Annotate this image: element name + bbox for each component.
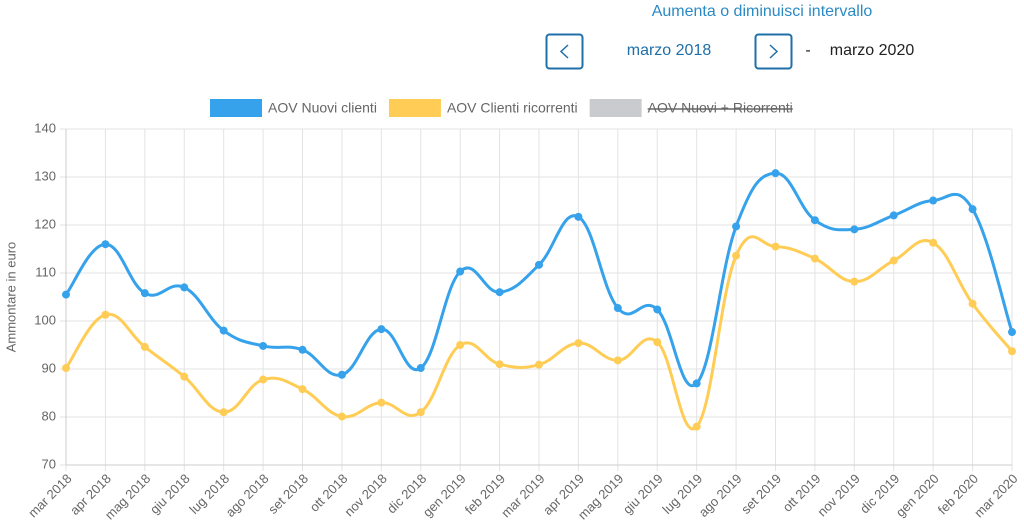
y-tick-label: 90: [42, 360, 56, 375]
data-point: [535, 360, 543, 369]
data-point: [1008, 347, 1016, 356]
legend-swatch: [388, 99, 441, 117]
data-point: [101, 310, 110, 319]
legend-swatch: [210, 99, 262, 117]
data-point: [535, 260, 543, 269]
legend-label: AOV Nuovi clienti: [268, 100, 377, 116]
data-point: [337, 370, 346, 379]
y-tick-label: 70: [42, 456, 56, 471]
prev-button[interactable]: [545, 33, 584, 70]
data-point: [337, 412, 346, 421]
data-point: [219, 408, 228, 417]
data-point: [850, 225, 859, 234]
data-point: [416, 408, 425, 417]
data-point: [653, 305, 662, 314]
x-tick-label: mar 2020: [971, 471, 1020, 520]
prev-chevron[interactable]: [559, 44, 569, 59]
data-point: [495, 360, 504, 369]
end-date: marzo 2020: [830, 42, 915, 59]
data-point: [180, 372, 189, 381]
data-point: [259, 375, 268, 384]
x-tick-label: giu 2019: [620, 471, 666, 517]
data-point: [298, 345, 307, 354]
data-point: [377, 398, 386, 407]
data-point: [219, 326, 228, 335]
x-tick-label: giu 2018: [147, 471, 193, 517]
y-tick-label: 120: [34, 216, 56, 231]
data-point: [850, 277, 859, 286]
data-point: [259, 341, 268, 350]
data-point: [377, 325, 386, 334]
data-point: [101, 240, 110, 249]
x-tick-label: nov 2019: [814, 471, 862, 519]
y-tick-label: 130: [34, 168, 56, 183]
y-tick-label: 80: [42, 408, 56, 423]
data-point: [298, 385, 307, 394]
y-tick-label: 110: [35, 264, 56, 279]
x-tick-label: mar 2018: [25, 471, 74, 520]
data-point: [968, 299, 977, 308]
data-point: [810, 216, 819, 225]
data-point: [62, 290, 70, 299]
series-line: [64, 235, 1014, 431]
x-tick-label: gen 2020: [893, 471, 942, 520]
x-tick-label: set 2018: [265, 471, 311, 517]
data-point: [62, 364, 70, 373]
data-point: [929, 196, 938, 205]
data-point: [692, 379, 701, 388]
x-tick-label: nov 2018: [341, 471, 389, 519]
data-point: [613, 304, 622, 313]
data-point: [1008, 328, 1016, 337]
data-point: [889, 211, 898, 220]
data-point: [574, 339, 583, 348]
range-title: Aumenta o diminuisci intervallo: [652, 3, 873, 20]
x-tick-label: gen 2019: [420, 471, 469, 520]
data-point: [692, 422, 701, 431]
legend-swatch: [589, 99, 642, 117]
data-point: [732, 251, 741, 260]
data-point: [732, 222, 741, 231]
legend-label: AOV Nuovi + Ricorrenti: [648, 100, 793, 116]
y-tick-label: 140: [34, 120, 56, 135]
start-date: marzo 2018: [627, 42, 712, 59]
next-button-box[interactable]: [754, 33, 793, 70]
next-button[interactable]: [754, 33, 793, 70]
data-point: [416, 364, 425, 373]
data-point: [180, 283, 189, 292]
data-point: [140, 342, 149, 351]
x-tick-label: ago 2019: [696, 471, 745, 520]
data-point: [456, 341, 465, 349]
data-point: [495, 288, 504, 297]
x-tick-label: mar 2019: [498, 471, 547, 520]
data-point: [653, 338, 662, 347]
y-tick-label: 100: [34, 312, 56, 327]
x-tick-label: ago 2018: [223, 471, 272, 520]
legend-label: AOV Clienti ricorrenti: [447, 100, 578, 116]
x-tick-label: set 2019: [738, 471, 784, 517]
prev-button-box[interactable]: [545, 33, 584, 70]
data-point: [613, 356, 622, 365]
data-point: [929, 238, 938, 247]
data-point: [140, 289, 149, 298]
data-point: [810, 254, 819, 263]
data-point: [574, 212, 583, 221]
data-point: [771, 242, 780, 251]
y-axis-label: Ammontare in euro: [3, 242, 18, 353]
data-point: [456, 267, 465, 276]
data-point: [771, 169, 780, 178]
data-point: [889, 256, 898, 265]
separator: -: [805, 42, 810, 59]
data-point: [968, 205, 977, 214]
next-chevron[interactable]: [769, 44, 779, 59]
